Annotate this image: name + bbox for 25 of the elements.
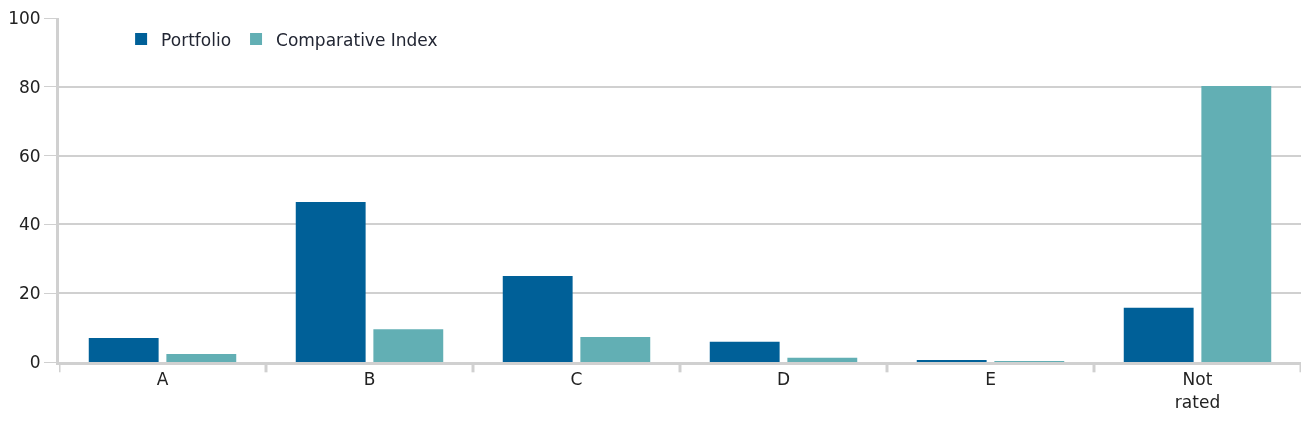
bar: [787, 357, 858, 362]
bar: [709, 341, 780, 362]
y-tick-label: 40: [18, 214, 41, 235]
bar: [502, 276, 573, 362]
x-tick-label: B: [363, 369, 376, 390]
x-tick-label: A: [156, 369, 169, 390]
bar: [1123, 307, 1194, 362]
bar: [295, 202, 366, 362]
x-tick-label: Not rated: [1174, 369, 1221, 412]
y-tick-label: 80: [18, 76, 41, 97]
x-tick-label: E: [985, 369, 996, 390]
y-tick-label: 0: [29, 351, 41, 372]
bar: [580, 336, 651, 362]
y-tick-label: 60: [18, 145, 41, 166]
bar: [1201, 86, 1272, 362]
legend-label: Portfolio: [161, 29, 232, 50]
bar: [373, 329, 444, 362]
bar: [916, 359, 987, 362]
y-tick-label: 20: [18, 283, 41, 304]
y-tick-label: 100: [8, 7, 41, 28]
x-tick-label: D: [776, 369, 791, 390]
bar: [166, 354, 237, 362]
bar: [88, 337, 159, 362]
legend-label: Comparative Index: [276, 29, 438, 50]
x-tick-label: C: [570, 369, 583, 390]
